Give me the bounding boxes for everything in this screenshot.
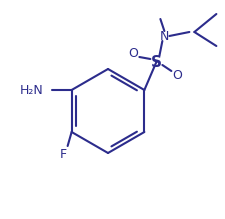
- Text: N: N: [159, 30, 168, 42]
- Text: O: O: [128, 46, 138, 60]
- Text: O: O: [172, 69, 182, 81]
- Text: S: S: [150, 55, 161, 69]
- Text: F: F: [60, 148, 67, 161]
- Text: H₂N: H₂N: [20, 83, 43, 97]
